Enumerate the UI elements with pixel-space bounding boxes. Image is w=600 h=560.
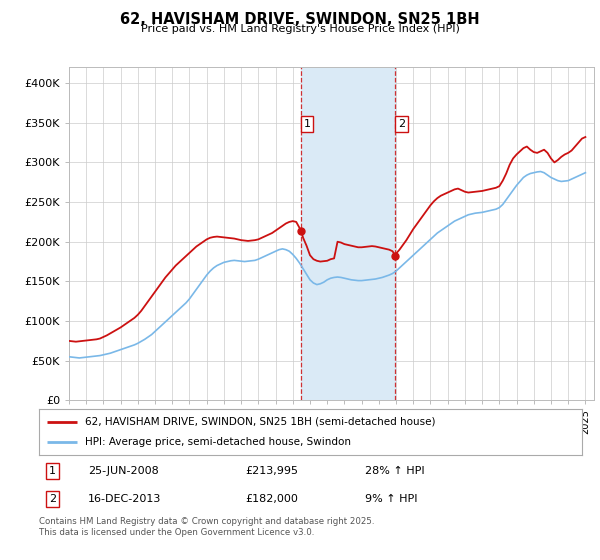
Text: HPI: Average price, semi-detached house, Swindon: HPI: Average price, semi-detached house,… [85,437,351,447]
Text: 62, HAVISHAM DRIVE, SWINDON, SN25 1BH (semi-detached house): 62, HAVISHAM DRIVE, SWINDON, SN25 1BH (s… [85,417,436,427]
Text: Price paid vs. HM Land Registry's House Price Index (HPI): Price paid vs. HM Land Registry's House … [140,24,460,34]
Text: 28% ↑ HPI: 28% ↑ HPI [365,466,424,475]
Text: £213,995: £213,995 [245,466,298,475]
Text: 1: 1 [304,119,311,129]
Text: 16-DEC-2013: 16-DEC-2013 [88,494,161,504]
Text: Contains HM Land Registry data © Crown copyright and database right 2025.
This d: Contains HM Land Registry data © Crown c… [39,517,374,537]
Text: 1: 1 [49,466,56,475]
Text: £182,000: £182,000 [245,494,298,504]
Bar [301,67,395,400]
Text: 62, HAVISHAM DRIVE, SWINDON, SN25 1BH: 62, HAVISHAM DRIVE, SWINDON, SN25 1BH [120,12,480,27]
Text: 9% ↑ HPI: 9% ↑ HPI [365,494,418,504]
Text: 2: 2 [398,119,405,129]
Text: 2: 2 [49,494,56,504]
Text: 25-JUN-2008: 25-JUN-2008 [88,466,158,475]
